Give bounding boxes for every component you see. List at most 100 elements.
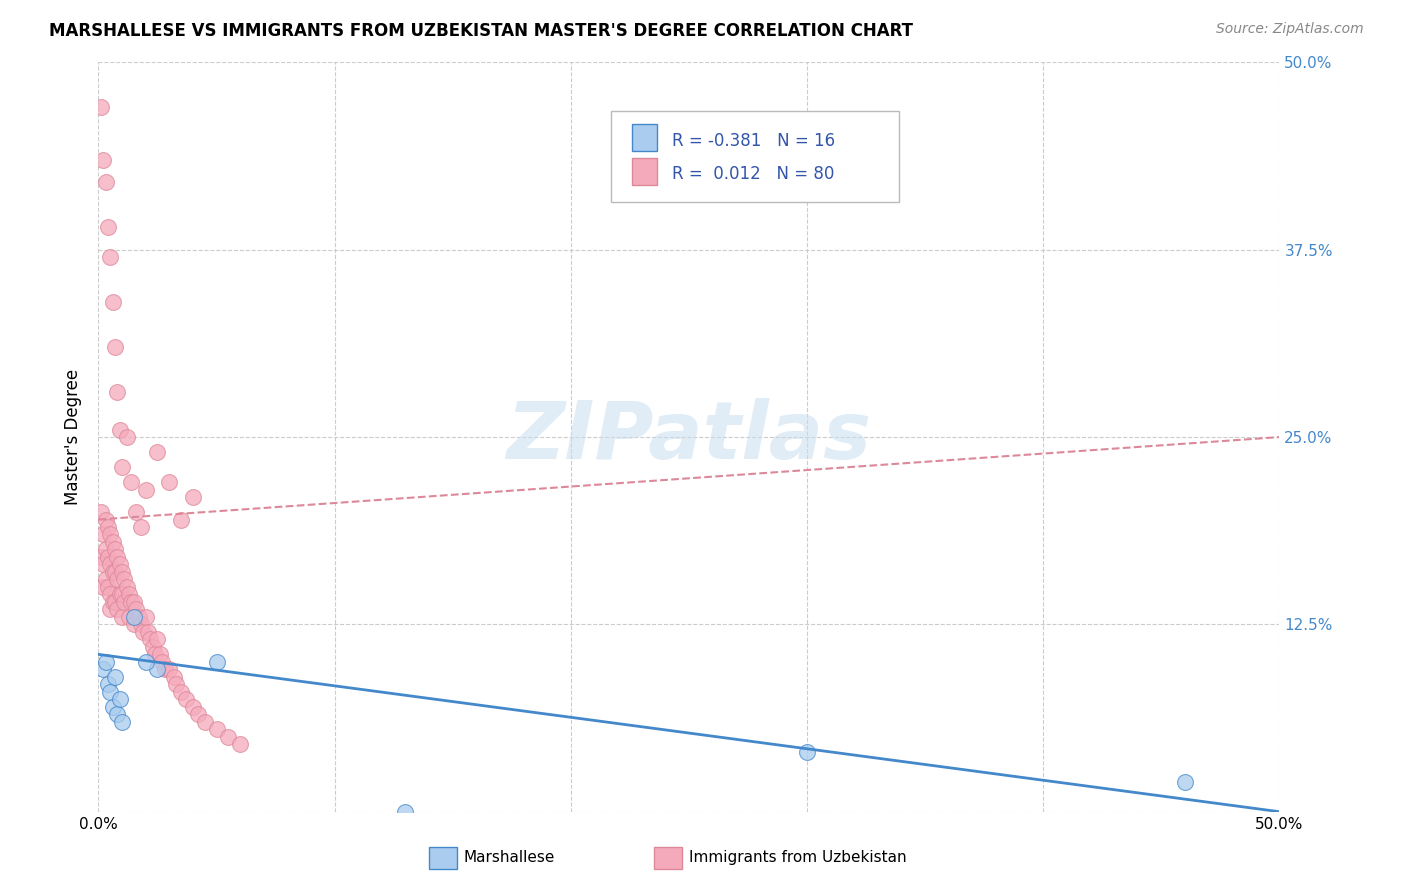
Point [97,549,120,564]
Point [118,587,141,601]
Point [105,573,128,587]
Point [90,549,112,564]
Point [115,430,138,444]
Point [91,662,114,676]
Point [153,662,176,676]
Point [118,610,141,624]
Point [796,745,818,759]
Point [143,648,166,662]
Point [129,617,152,632]
Point [194,714,217,729]
Point [394,805,416,819]
Text: Source: ZipAtlas.com: Source: ZipAtlas.com [1216,22,1364,37]
Point [94,542,117,557]
Point [104,670,127,684]
Point [122,610,145,624]
Point [146,632,169,647]
Point [104,542,127,557]
Point [139,632,162,647]
Point [165,677,187,691]
Point [105,385,128,400]
Point [174,692,197,706]
Point [150,655,173,669]
Point [90,100,112,114]
Point [135,483,157,497]
Point [94,175,117,189]
Text: R = -0.381   N = 16: R = -0.381 N = 16 [672,131,835,150]
Point [94,512,117,526]
Point [98,527,121,541]
Point [97,220,120,235]
Point [163,670,186,684]
Point [122,595,145,609]
Point [91,527,114,541]
Point [157,475,180,489]
Point [94,655,117,669]
Point [101,595,124,609]
Point [229,737,252,751]
Point [115,580,138,594]
Point [128,610,150,624]
Point [108,587,131,601]
Point [146,662,169,676]
Point [108,692,131,706]
Point [129,520,152,534]
Point [122,617,145,632]
Point [170,512,193,526]
Point [105,707,128,722]
Point [205,655,228,669]
Point [101,295,124,310]
Point [181,490,204,504]
Point [91,153,114,167]
Text: MARSHALLESE VS IMMIGRANTS FROM UZBEKISTAN MASTER'S DEGREE CORRELATION CHART: MARSHALLESE VS IMMIGRANTS FROM UZBEKISTA… [49,22,914,40]
Y-axis label: Master's Degree: Master's Degree [65,369,83,505]
Point [98,685,121,699]
Point [157,662,180,676]
Point [125,602,148,616]
Point [90,505,112,519]
Point [125,505,148,519]
Point [111,610,134,624]
Point [205,723,228,737]
Point [98,587,121,601]
Point [142,640,165,654]
Point [97,677,120,691]
Text: ZIPatlas: ZIPatlas [506,398,872,476]
Point [108,558,131,572]
Point [97,520,120,534]
Point [112,595,135,609]
Point [135,655,157,669]
Point [1174,774,1197,789]
Point [101,699,124,714]
Point [108,423,131,437]
Point [94,573,117,587]
Point [181,699,204,714]
Point [187,707,209,722]
Point [149,648,172,662]
Point [135,610,157,624]
Point [121,475,143,489]
Point [111,587,134,601]
Point [104,340,127,354]
Point [217,730,239,744]
Point [146,445,169,459]
Point [98,558,121,572]
Text: Marshallese: Marshallese [464,850,555,864]
Point [101,565,124,579]
Text: R =  0.012   N = 80: R = 0.012 N = 80 [672,166,834,184]
Point [98,602,121,616]
Point [101,535,124,549]
Point [170,685,193,699]
Point [111,714,134,729]
Point [112,573,135,587]
Point [98,250,121,264]
Point [105,602,128,616]
Text: Immigrants from Uzbekistan: Immigrants from Uzbekistan [689,850,907,864]
Point [111,460,134,475]
Point [104,565,127,579]
Point [136,624,159,639]
Point [105,549,128,564]
Point [104,595,127,609]
Point [97,580,120,594]
Point [91,558,114,572]
